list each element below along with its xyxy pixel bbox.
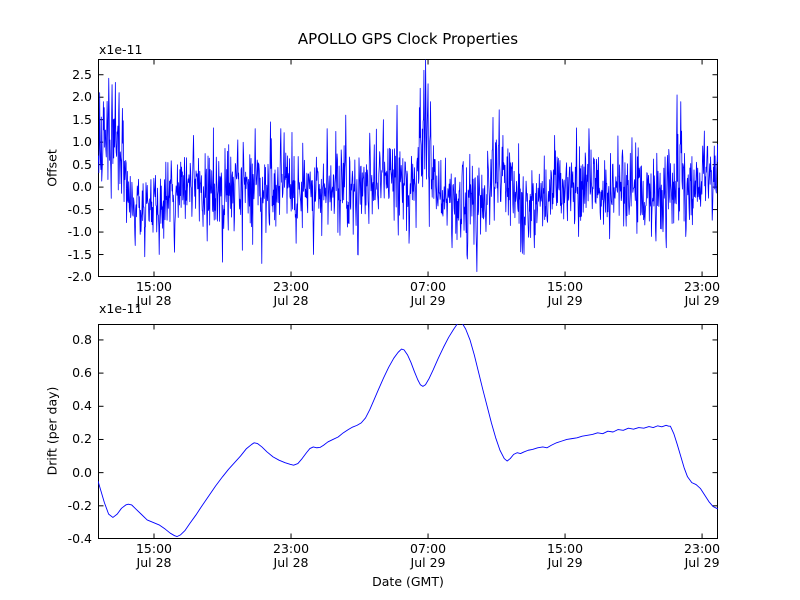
offset-plot-area bbox=[98, 59, 718, 277]
offset-plot-canvas bbox=[98, 59, 718, 277]
y-tick-label: 0.8 bbox=[72, 331, 92, 347]
y-tick-label: -1.5 bbox=[67, 246, 92, 262]
y-tick-label: 0.0 bbox=[72, 464, 92, 480]
drift-series-line bbox=[98, 324, 718, 537]
drift-scale-label: x1e-11 bbox=[99, 301, 143, 316]
y-tick-label: -0.4 bbox=[67, 531, 92, 546]
x-tick-label: 07:00 Jul 29 bbox=[410, 279, 447, 308]
x-tick-label: 23:00 Jul 29 bbox=[684, 541, 721, 570]
y-tick-label: 0.0 bbox=[72, 179, 92, 195]
x-tick-label: 07:00 Jul 29 bbox=[410, 541, 447, 570]
x-tick-label: 23:00 Jul 28 bbox=[273, 279, 310, 308]
y-tick-label: 0.2 bbox=[72, 431, 92, 447]
figure-title: APOLLO GPS Clock Properties bbox=[297, 30, 519, 48]
x-tick-label: 23:00 Jul 29 bbox=[684, 279, 721, 308]
drift-plot-canvas bbox=[98, 324, 718, 539]
x-tick-label: 23:00 Jul 28 bbox=[273, 541, 310, 570]
y-tick-label: -2.0 bbox=[67, 269, 92, 284]
y-tick-label: 1.5 bbox=[72, 111, 92, 127]
y-tick-label: 2.0 bbox=[72, 89, 92, 105]
y-tick-label: -1.0 bbox=[67, 224, 92, 240]
drift-plot-area bbox=[98, 324, 718, 539]
y-tick-label: 1.0 bbox=[72, 134, 92, 150]
y-tick-label: 0.4 bbox=[72, 398, 92, 414]
y-tick-label: -0.5 bbox=[67, 201, 92, 217]
x-tick-label: 15:00 Jul 28 bbox=[135, 541, 173, 570]
x-tick-label: 15:00 Jul 29 bbox=[547, 279, 584, 308]
x-axis-label: Date (GMT) bbox=[372, 574, 444, 589]
y-tick-label: 2.5 bbox=[72, 66, 92, 82]
offset-scale-label: x1e-11 bbox=[99, 42, 143, 57]
y-tick-label: -0.2 bbox=[67, 497, 92, 513]
x-tick-label: 15:00 Jul 28 bbox=[135, 279, 173, 308]
y-tick-label: 0.6 bbox=[72, 365, 92, 381]
x-tick-label: 15:00 Jul 29 bbox=[547, 541, 584, 570]
offset-series-line bbox=[98, 59, 718, 273]
y-tick-label: 0.5 bbox=[72, 156, 92, 172]
